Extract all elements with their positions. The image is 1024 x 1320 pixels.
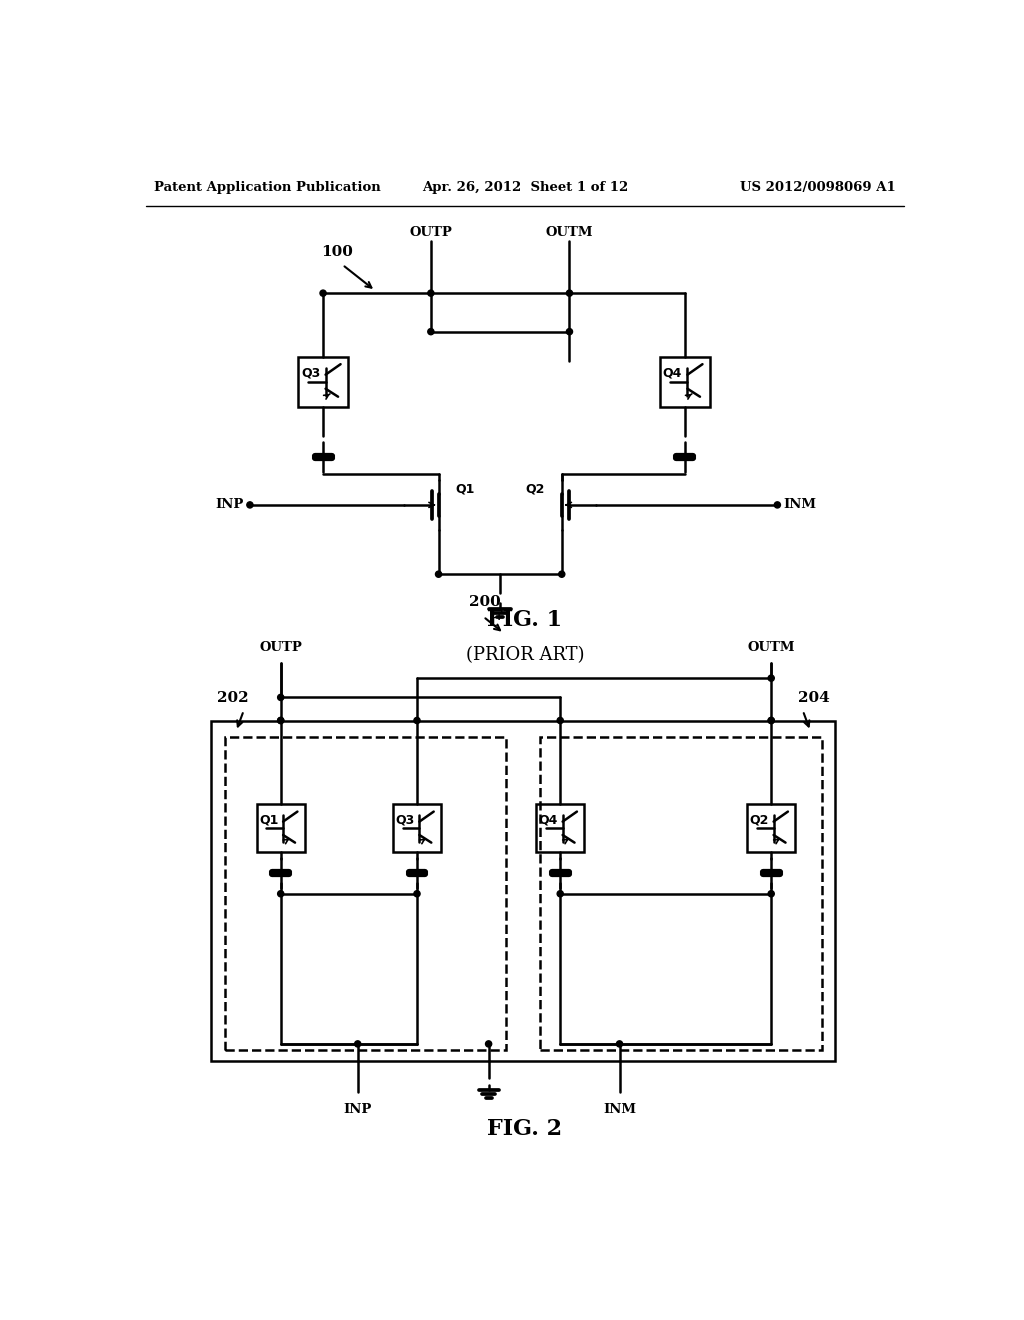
Circle shape [559,572,565,577]
Circle shape [768,891,774,896]
Circle shape [278,694,284,701]
Bar [224,738,506,1051]
Circle shape [278,718,284,723]
Circle shape [566,290,572,296]
Circle shape [278,891,284,896]
Text: INM: INM [603,1104,636,1117]
Circle shape [428,290,434,296]
Circle shape [278,718,284,723]
Text: INM: INM [783,499,816,511]
Circle shape [557,718,563,723]
Circle shape [354,1040,360,1047]
Text: Apr. 26, 2012  Sheet 1 of 12: Apr. 26, 2012 Sheet 1 of 12 [422,181,628,194]
Circle shape [774,502,780,508]
Text: Q2: Q2 [750,813,769,826]
Circle shape [414,718,420,723]
Circle shape [768,675,774,681]
Circle shape [319,290,326,296]
Circle shape [435,572,441,577]
Text: Q1: Q1 [259,813,279,826]
Circle shape [414,891,420,896]
Circle shape [768,718,774,723]
Text: INP: INP [215,499,244,511]
Text: OUTM: OUTM [748,640,795,653]
Bar [659,356,710,407]
Text: FIG. 1: FIG. 1 [487,610,562,631]
Text: OUTM: OUTM [546,226,593,239]
Text: (PRIOR ART): (PRIOR ART) [466,645,584,664]
Circle shape [566,329,572,335]
Text: OUTP: OUTP [410,226,453,239]
Text: FIG. 2: FIG. 2 [487,1118,562,1139]
Circle shape [428,329,434,335]
Text: 202: 202 [217,692,249,705]
Circle shape [247,502,253,508]
Text: US 2012/0098069 A1: US 2012/0098069 A1 [740,181,896,194]
Text: OUTP: OUTP [259,640,302,653]
Circle shape [616,1040,623,1047]
Text: 200: 200 [469,595,501,609]
Circle shape [768,718,774,723]
Text: Q3: Q3 [395,813,415,826]
Bar [211,721,836,1061]
Text: Q3: Q3 [301,366,321,379]
Text: Q2: Q2 [525,483,545,496]
Text: Q4: Q4 [539,813,558,826]
Bar [537,804,584,853]
Circle shape [485,1040,492,1047]
Bar [748,804,795,853]
Bar [393,804,441,853]
Text: 204: 204 [798,692,829,705]
Text: INP: INP [343,1104,372,1117]
Text: Q1: Q1 [456,483,475,496]
Bar [257,804,304,853]
Text: Q4: Q4 [663,366,682,379]
Circle shape [557,891,563,896]
Text: Patent Application Publication: Patent Application Publication [154,181,380,194]
Bar [298,356,348,407]
Bar [541,738,822,1051]
Text: 100: 100 [322,244,353,259]
